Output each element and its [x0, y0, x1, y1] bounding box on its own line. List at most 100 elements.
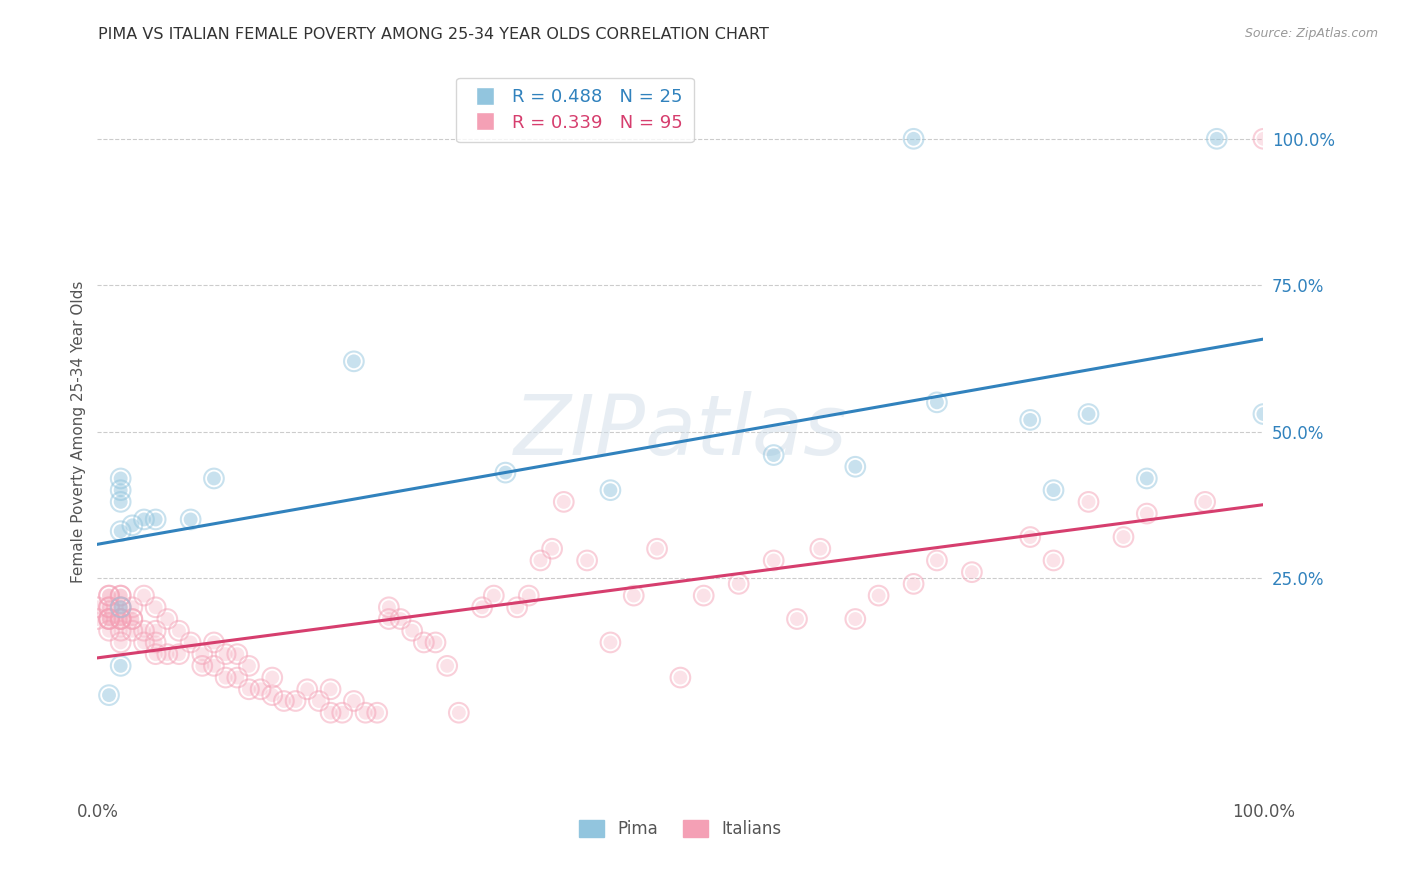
Point — [86, 600, 108, 615]
Point — [425, 635, 447, 649]
Point — [202, 658, 225, 673]
Point — [553, 495, 575, 509]
Point — [1136, 507, 1159, 521]
Point — [1019, 413, 1042, 427]
Point — [925, 395, 948, 409]
Point — [110, 600, 132, 615]
Point — [145, 600, 167, 615]
Point — [297, 682, 319, 697]
Point — [330, 706, 353, 720]
Point — [167, 647, 190, 661]
Point — [868, 589, 890, 603]
Point — [284, 694, 307, 708]
Point — [145, 647, 167, 661]
Point — [110, 612, 132, 626]
Point — [762, 553, 785, 567]
Point — [529, 553, 551, 567]
Point — [903, 577, 925, 591]
Point — [180, 635, 202, 649]
Point — [110, 471, 132, 485]
Point — [343, 694, 366, 708]
Point — [1042, 553, 1064, 567]
Point — [98, 589, 121, 603]
Point — [762, 553, 785, 567]
Point — [506, 600, 529, 615]
Point — [1019, 530, 1042, 544]
Point — [110, 612, 132, 626]
Point — [786, 612, 808, 626]
Point — [553, 495, 575, 509]
Point — [110, 635, 132, 649]
Point — [903, 132, 925, 146]
Point — [343, 354, 366, 368]
Point — [132, 624, 155, 638]
Point — [762, 448, 785, 462]
Point — [167, 624, 190, 638]
Point — [238, 658, 260, 673]
Point — [214, 647, 236, 661]
Point — [110, 600, 132, 615]
Point — [623, 589, 645, 603]
Point — [132, 512, 155, 526]
Point — [145, 647, 167, 661]
Point — [517, 589, 540, 603]
Point — [960, 565, 983, 579]
Point — [238, 682, 260, 697]
Point — [576, 553, 599, 567]
Point — [98, 600, 121, 615]
Point — [145, 512, 167, 526]
Point — [482, 589, 505, 603]
Point — [202, 471, 225, 485]
Point — [226, 671, 249, 685]
Point — [284, 694, 307, 708]
Point — [191, 658, 214, 673]
Point — [98, 688, 121, 702]
Point — [145, 624, 167, 638]
Point — [354, 706, 377, 720]
Point — [645, 541, 668, 556]
Point — [110, 635, 132, 649]
Point — [145, 635, 167, 649]
Point — [121, 612, 143, 626]
Point — [447, 706, 470, 720]
Point — [214, 671, 236, 685]
Point — [378, 600, 401, 615]
Point — [156, 612, 179, 626]
Point — [110, 589, 132, 603]
Point — [98, 612, 121, 626]
Point — [366, 706, 388, 720]
Point — [808, 541, 831, 556]
Point — [1077, 495, 1099, 509]
Point — [1042, 553, 1064, 567]
Point — [98, 612, 121, 626]
Point — [86, 612, 108, 626]
Point — [226, 647, 249, 661]
Point — [495, 466, 517, 480]
Point — [389, 612, 412, 626]
Point — [132, 635, 155, 649]
Point — [599, 483, 621, 498]
Point — [110, 524, 132, 538]
Point — [121, 612, 143, 626]
Point — [529, 553, 551, 567]
Point — [156, 647, 179, 661]
Point — [1136, 507, 1159, 521]
Point — [354, 706, 377, 720]
Point — [110, 483, 132, 498]
Point — [262, 671, 284, 685]
Point — [1019, 413, 1042, 427]
Point — [202, 635, 225, 649]
Point — [214, 647, 236, 661]
Point — [925, 553, 948, 567]
Point — [1205, 132, 1227, 146]
Point — [156, 612, 179, 626]
Point — [145, 512, 167, 526]
Point — [98, 612, 121, 626]
Point — [599, 483, 621, 498]
Point — [132, 589, 155, 603]
Point — [98, 589, 121, 603]
Point — [202, 471, 225, 485]
Point — [180, 512, 202, 526]
Point — [180, 635, 202, 649]
Point — [110, 612, 132, 626]
